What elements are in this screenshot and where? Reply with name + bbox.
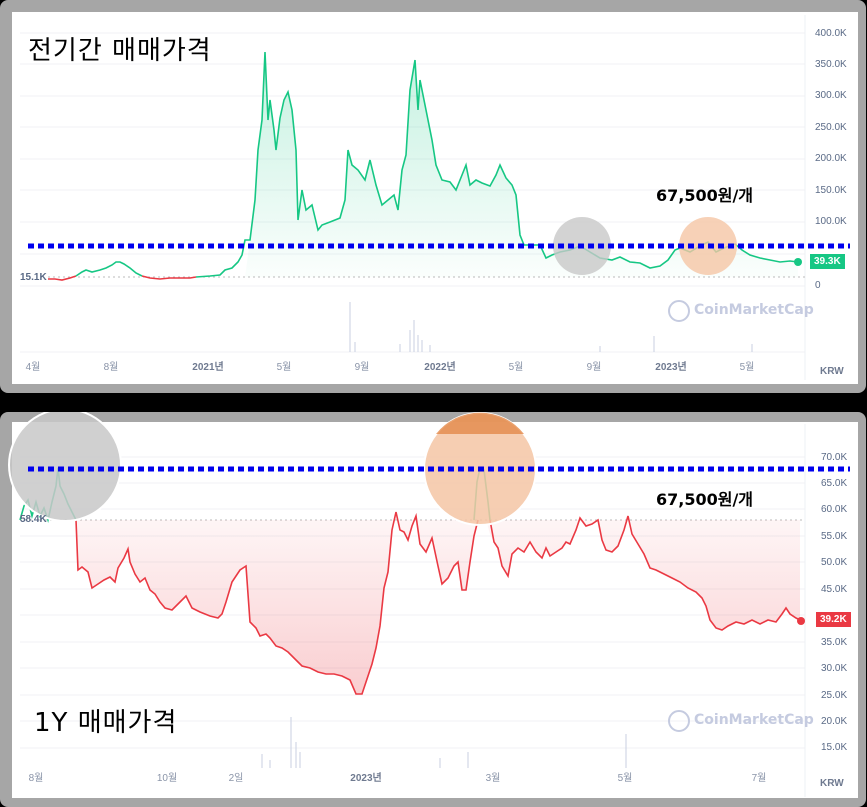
- y-tick: 45.0K: [821, 584, 848, 595]
- x-tick: 2023년: [655, 362, 687, 373]
- y-tick: 250.0K: [815, 122, 847, 133]
- x-tick: 4월: [25, 362, 41, 373]
- x-tick: 5월: [508, 362, 524, 373]
- y-tick: 300.0K: [815, 90, 847, 101]
- x-tick: 2023년: [350, 773, 382, 784]
- y-tick: 50.0K: [821, 557, 848, 568]
- x-tick: 9월: [586, 362, 602, 373]
- y-tick: 65.0K: [821, 478, 848, 489]
- y-tick: 20.0K: [821, 716, 848, 727]
- highlight-circle-gray: [8, 412, 122, 522]
- coinmarketcap-logo-icon: [668, 710, 690, 732]
- x-tick: 2일: [228, 773, 244, 784]
- start-price-label: 15.1K: [20, 272, 47, 283]
- start-price-label: 58.4K: [20, 514, 47, 525]
- watermark: CoinMarketCap: [694, 712, 814, 728]
- y-tick: 25.0K: [821, 690, 848, 701]
- chart-title: 1Y 매매가격: [34, 708, 178, 738]
- y-tick: 35.0K: [821, 637, 848, 648]
- y-tick: 350.0K: [815, 59, 847, 70]
- coinmarketcap-logo-icon: [668, 300, 690, 322]
- x-tick: 3월: [485, 773, 501, 784]
- x-tick: 5월: [617, 773, 633, 784]
- one-year-price-chart: [8, 412, 850, 797]
- y-tick: 70.0K: [821, 452, 848, 463]
- y-tick: 55.0K: [821, 531, 848, 542]
- y-tick: 60.0K: [821, 504, 848, 515]
- watermark: CoinMarketCap: [694, 302, 814, 318]
- all-time-price-chart: [20, 15, 850, 380]
- y-tick: 30.0K: [821, 663, 848, 674]
- x-tick: 8월: [28, 773, 44, 784]
- y-tick: 400.0K: [815, 28, 847, 39]
- currency-label: KRW: [820, 778, 844, 789]
- x-tick: 2022년: [424, 362, 456, 373]
- currency-label: KRW: [820, 366, 844, 377]
- y-tick: 100.0K: [815, 216, 847, 227]
- price-annotation: 67,500원/개: [656, 490, 754, 509]
- x-tick: 7월: [751, 773, 767, 784]
- one-year-chart-panel: 1Y 매매가격 67,500원/개 58.4K 39.2K CoinMarket…: [0, 412, 866, 807]
- chart-title: 전기간 매매가격: [28, 36, 212, 66]
- current-price-badge: 39.3K: [810, 254, 845, 269]
- x-tick: 9월: [354, 362, 370, 373]
- y-tick: 0: [815, 280, 821, 291]
- x-tick: 8월: [103, 362, 119, 373]
- x-tick: 2021년: [192, 362, 224, 373]
- x-tick: 5월: [739, 362, 755, 373]
- y-tick: 15.0K: [821, 742, 848, 753]
- all-time-chart-panel: 전기간 매매가격 67,500원/개 15.1K 39.3K CoinMarke…: [0, 0, 866, 393]
- x-tick: 5월: [276, 362, 292, 373]
- x-tick: 10월: [156, 773, 178, 784]
- y-tick: 150.0K: [815, 185, 847, 196]
- price-annotation: 67,500원/개: [656, 186, 754, 205]
- current-price-badge: 39.2K: [816, 612, 851, 627]
- y-tick: 200.0K: [815, 153, 847, 164]
